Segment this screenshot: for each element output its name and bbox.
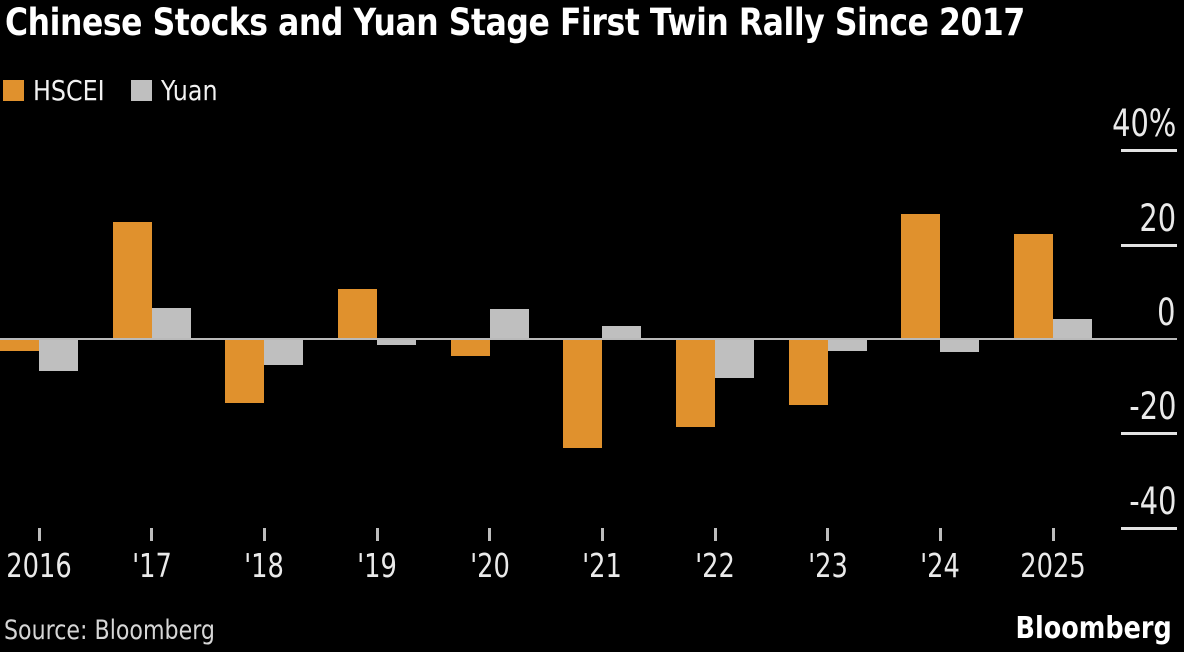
x-axis-label-2025: 2025 — [1020, 546, 1086, 585]
x-axis-tick-20 — [488, 528, 492, 541]
x-axis-tick-2016 — [37, 528, 41, 541]
x-axis-tick-18 — [262, 528, 266, 541]
x-axis-tick-19 — [375, 528, 379, 541]
y-axis-label-0: 0 — [1157, 291, 1176, 334]
y-axis-label--40: -40 — [1128, 479, 1176, 523]
bar-yuan-20 — [489, 308, 529, 339]
x-axis-tick-2025 — [1051, 528, 1055, 541]
bar-yuan-23 — [827, 339, 867, 352]
bar-yuan-21 — [602, 326, 642, 339]
chart-legend: HSCEI Yuan — [3, 74, 228, 107]
y-axis-tick-20 — [1121, 243, 1177, 247]
legend-label-yuan: Yuan — [161, 74, 218, 107]
y-axis-tick--40 — [1121, 526, 1177, 530]
bar-hscei-24 — [901, 214, 941, 339]
bar-yuan-2016 — [39, 339, 78, 372]
bar-yuan-2025 — [1053, 318, 1093, 339]
chart-title: Chinese Stocks and Yuan Stage First Twin… — [5, 1, 1025, 44]
bar-hscei-19 — [338, 289, 377, 339]
x-axis-label-2016: 2016 — [6, 546, 72, 585]
bar-hscei-2025 — [1014, 233, 1054, 339]
x-axis-label-18: '18 — [244, 546, 285, 585]
bar-yuan-22 — [715, 339, 755, 379]
y-axis-label--20: -20 — [1128, 385, 1176, 429]
x-axis-label-17: '17 — [131, 546, 172, 585]
bar-hscei-20 — [450, 339, 490, 356]
y-axis-label-40pct: 40% — [1111, 102, 1176, 146]
y-axis-tick-40pct — [1121, 149, 1177, 153]
zero-axis-line — [0, 338, 1177, 340]
legend-item-hscei: HSCEI — [3, 74, 117, 107]
x-axis-label-24: '24 — [920, 546, 961, 585]
bar-hscei-18 — [225, 339, 265, 403]
bar-hscei-23 — [788, 339, 828, 405]
bar-yuan-19 — [377, 339, 416, 345]
legend-item-yuan: Yuan — [131, 74, 228, 107]
bar-hscei-2016 — [0, 339, 39, 351]
bar-yuan-17 — [151, 307, 191, 339]
x-axis-tick-21 — [600, 528, 604, 541]
bar-yuan-24 — [940, 339, 980, 353]
x-axis-label-23: '23 — [807, 546, 848, 585]
x-axis-tick-22 — [713, 528, 717, 541]
y-axis-tick--20 — [1121, 432, 1177, 436]
bloomberg-logo: Bloomberg — [1015, 611, 1172, 646]
x-axis-label-20: '20 — [469, 546, 510, 585]
bar-hscei-17 — [112, 221, 152, 339]
x-axis-label-22: '22 — [695, 546, 735, 585]
legend-label-hscei: HSCEI — [33, 74, 105, 107]
x-axis-label-21: '21 — [582, 546, 623, 585]
y-axis-label-20: 20 — [1139, 196, 1176, 240]
bar-hscei-22 — [676, 339, 716, 427]
source-text: Source: Bloomberg — [4, 615, 215, 646]
x-axis-tick-24 — [938, 528, 942, 541]
hscei-swatch-icon — [3, 80, 24, 101]
x-axis-tick-23 — [826, 528, 830, 541]
bar-hscei-21 — [563, 339, 603, 449]
bar-yuan-18 — [264, 339, 304, 365]
x-axis-label-19: '19 — [357, 546, 397, 585]
x-axis-tick-17 — [150, 528, 154, 541]
yuan-swatch-icon — [131, 80, 153, 101]
